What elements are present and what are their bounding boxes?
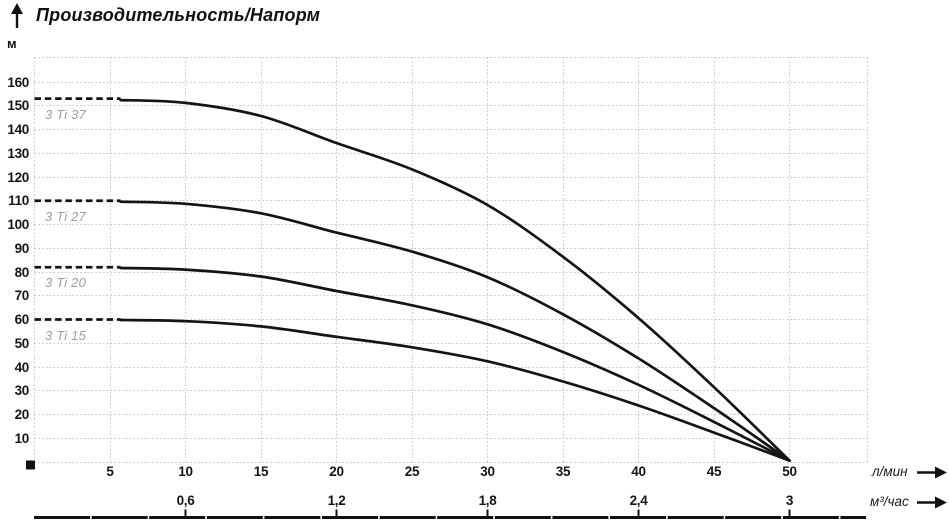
y-tick-label: 20 [14,407,30,422]
curve-label: 3 Ti 15 [45,327,87,343]
x-tick-label-lmin: 30 [480,464,495,479]
y-tick-label: 50 [14,335,30,351]
y-tick-label: 30 [14,383,30,399]
pump-curve [119,200,791,462]
x-tick-label-lmin: 35 [555,464,571,479]
x-tick-label-m3h: 1,8 [478,493,497,508]
pump-curve [119,266,791,462]
y-tick-label: 40 [14,359,30,375]
x-tick-label-lmin: 10 [178,464,193,479]
curve-label: 3 Ti 27 [45,208,87,224]
x-axis-primary-unit-label: л/мин [872,464,908,479]
y-tick-label: 160 [7,74,29,90]
y-tick-label: 60 [14,312,30,327]
y-tick-label: 130 [7,145,29,161]
curve-label: 3 Ti 20 [45,275,87,291]
y-axis-unit-label: м [7,36,17,51]
x-axis-secondary-arrow-icon [917,496,947,509]
x-tick-label-m3h: 3 [785,493,794,508]
pump-curve [119,98,791,462]
x-tick-label-lmin: 20 [329,464,344,479]
y-tick-label: 10 [14,430,30,446]
x-tick-label-m3h: 1,2 [327,493,346,508]
x-axis-secondary-unit-label: м³/час [870,494,909,509]
pump-curve [119,318,791,462]
y-tick-label: 140 [7,122,29,137]
y-axis-arrow-up-icon [11,3,23,28]
y-tick-label: 110 [8,193,29,209]
curve-label: 3 Ti 37 [45,106,87,122]
x-tick-label-lmin: 5 [106,464,114,479]
y-tick-label: 80 [14,264,30,280]
x-tick-label-lmin: 25 [404,464,420,479]
origin-marker [26,460,35,470]
y-tick-label: 70 [14,288,30,304]
y-tick-label: 120 [7,169,29,185]
x-tick-label-lmin: 15 [253,464,269,479]
y-tick-label: 150 [7,98,29,114]
chart-title: Производительность/Напорм [36,5,321,25]
x-tick-label-m3h: 0,6 [176,493,195,508]
y-tick-label: 90 [14,240,30,256]
x-tick-label-lmin: 50 [782,464,797,479]
x-tick-label-lmin: 40 [631,464,646,479]
y-tick-label: 100 [7,217,29,232]
x-axis-primary-arrow-icon [917,466,947,479]
x-tick-label-lmin: 45 [706,464,722,479]
x-tick-label-m3h: 2,4 [629,493,648,508]
